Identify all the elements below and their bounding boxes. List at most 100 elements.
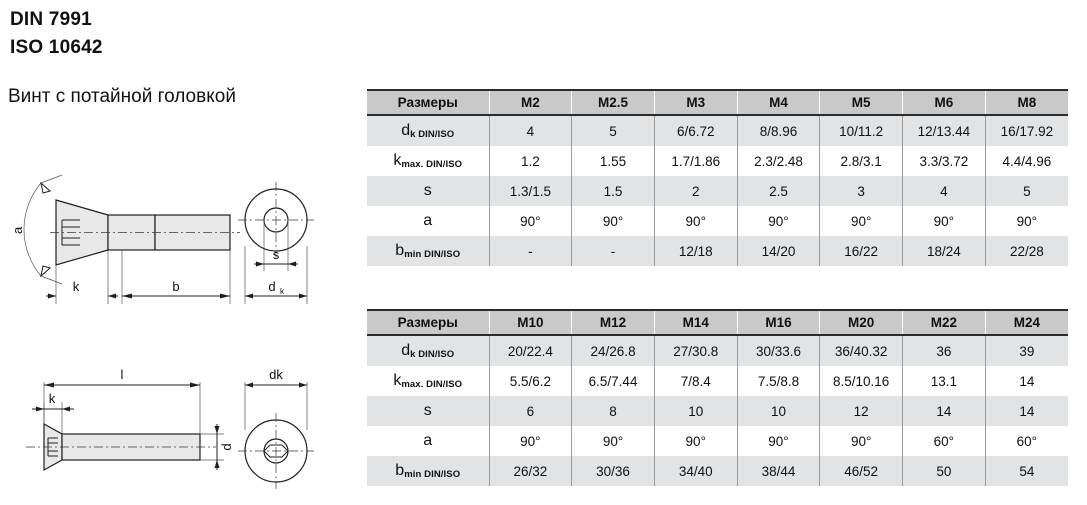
cell-value: 90°	[488, 206, 573, 236]
row-label-s: s	[367, 396, 490, 426]
cell-value: 1.55	[571, 146, 655, 176]
cell-value: 90°	[736, 206, 821, 236]
dim-label-head-diameter-dk-2: dk	[269, 367, 283, 382]
row-label-a: a	[367, 426, 490, 456]
product-subtitle: Винт с потайной головкой	[8, 86, 236, 107]
column-header-size: M14	[653, 309, 738, 336]
dim-label-head-height-k-2: k	[49, 391, 56, 406]
table-row: dk DIN/ISO 4 5 6/6.72 8/8.96 10/11.2 12/…	[367, 115, 1068, 146]
screw-side-view-length-svg: l k d	[26, 367, 314, 489]
cell-value: 10/11.2	[819, 115, 904, 146]
cell-value: 22/28	[984, 236, 1068, 266]
column-header-size: M2	[488, 89, 573, 116]
cell-value: 90°	[984, 206, 1068, 236]
cell-value: 90°	[571, 206, 655, 236]
dim-label-head-height-k: k	[73, 279, 80, 294]
cell-value: 1.5	[571, 176, 655, 206]
column-header-size: M10	[488, 309, 573, 336]
cell-value: 2.3/2.48	[736, 146, 821, 176]
cell-value: 8	[571, 396, 655, 426]
cell-value: 12	[819, 396, 904, 426]
cell-value: 1.2	[488, 146, 573, 176]
cell-value: 34/40	[653, 456, 738, 486]
cell-value: 4	[902, 176, 986, 206]
cell-value: 3.3/3.72	[902, 146, 986, 176]
cell-value: 5.5/6.2	[488, 366, 573, 396]
cell-value: 36	[902, 335, 986, 366]
column-header-parameter: Размеры	[367, 89, 490, 116]
dim-label-shank-diameter-d: d	[219, 443, 234, 450]
cell-value: 46/52	[819, 456, 904, 486]
cell-value: 90°	[571, 426, 655, 456]
cell-value: 4	[488, 115, 573, 146]
cell-value: 90°	[819, 206, 904, 236]
cell-value: 16/22	[819, 236, 904, 266]
table-row: kmax. DIN/ISO 1.2 1.55 1.7/1.86 2.3/2.48…	[367, 146, 1068, 176]
screw-side-view-angle-svg: a k	[10, 174, 314, 304]
table-row: bmin DIN/ISO - - 12/18 14/20 16/22 18/24…	[367, 236, 1068, 266]
cell-value: 90°	[653, 206, 738, 236]
row-label-kmax: kmax. DIN/ISO	[367, 366, 490, 396]
cell-value: 14	[984, 366, 1068, 396]
dim-label-head-diameter-dk-sub: k	[280, 286, 285, 296]
cell-value: 2.5	[736, 176, 821, 206]
screw-drawing-top: a k	[0, 158, 340, 313]
cell-value: 1.3/1.5	[488, 176, 573, 206]
table-row: bmin DIN/ISO 26/32 30/36 34/40 38/44 46/…	[367, 456, 1068, 486]
cell-value: 4.4/4.96	[984, 146, 1068, 176]
table-row: a 90° 90° 90° 90° 90° 60° 60°	[367, 426, 1068, 456]
cell-value: 54	[984, 456, 1068, 486]
cell-value: 2.8/3.1	[819, 146, 904, 176]
column-header-size: M5	[819, 89, 904, 116]
cell-value: 7/8.4	[653, 366, 738, 396]
cell-value: 90°	[902, 206, 986, 236]
cell-value: 3	[819, 176, 904, 206]
dim-label-thread-length-b: b	[172, 279, 179, 294]
table-header-row: Размеры M2 M2.5 M3 M4 M5 M6 M8	[367, 89, 1068, 116]
cell-value: -	[488, 236, 573, 266]
standard-iso: ISO 10642	[10, 37, 103, 58]
cell-value: 1.7/1.86	[653, 146, 738, 176]
cell-value: 14/20	[736, 236, 821, 266]
dim-label-angle-a: a	[10, 226, 25, 234]
standard-din: DIN 7991	[10, 9, 92, 30]
table-row: kmax. DIN/ISO 5.5/6.2 6.5/7.44 7/8.4 7.5…	[367, 366, 1068, 396]
row-label-dk: dk DIN/ISO	[367, 115, 490, 146]
cell-value: 6	[488, 396, 573, 426]
table-row: a 90° 90° 90° 90° 90° 90° 90°	[367, 206, 1068, 236]
cell-value: 5	[571, 115, 655, 146]
cell-value: 13.1	[902, 366, 986, 396]
row-label-s: s	[367, 176, 490, 206]
cell-value: 8.5/10.16	[819, 366, 904, 396]
column-header-size: M8	[984, 89, 1068, 116]
row-label-kmax: kmax. DIN/ISO	[367, 146, 490, 176]
cell-value: -	[571, 236, 655, 266]
standard-title-block: DIN 7991 ISO 10642	[10, 6, 350, 62]
cell-value: 12/18	[653, 236, 738, 266]
cell-value: 18/24	[902, 236, 986, 266]
cell-value: 60°	[984, 426, 1068, 456]
column-header-size: M16	[736, 309, 821, 336]
dim-label-total-length-l: l	[121, 367, 124, 382]
cell-value: 39	[984, 335, 1068, 366]
cell-value: 12/13.44	[902, 115, 986, 146]
column-header-size: M6	[902, 89, 986, 116]
cell-value: 90°	[653, 426, 738, 456]
column-header-size: M4	[736, 89, 821, 116]
cell-value: 26/32	[488, 456, 573, 486]
cell-value: 38/44	[736, 456, 821, 486]
cell-value: 10	[653, 396, 738, 426]
cell-value: 90°	[488, 426, 573, 456]
column-header-size: M24	[984, 309, 1068, 336]
column-header-size: M3	[653, 89, 738, 116]
table-header-row: Размеры M10 M12 M14 M16 M20 M22 M24	[367, 309, 1068, 336]
column-header-parameter: Размеры	[367, 309, 490, 336]
row-label-a: a	[367, 206, 490, 236]
cell-value: 30/33.6	[736, 335, 821, 366]
row-label-dk: dk DIN/ISO	[367, 335, 490, 366]
table-row: s 6 8 10 10 12 14 14	[367, 396, 1068, 426]
cell-value: 60°	[902, 426, 986, 456]
dim-label-head-diameter-dk-base: d	[268, 279, 275, 294]
cell-value: 20/22.4	[488, 335, 573, 366]
